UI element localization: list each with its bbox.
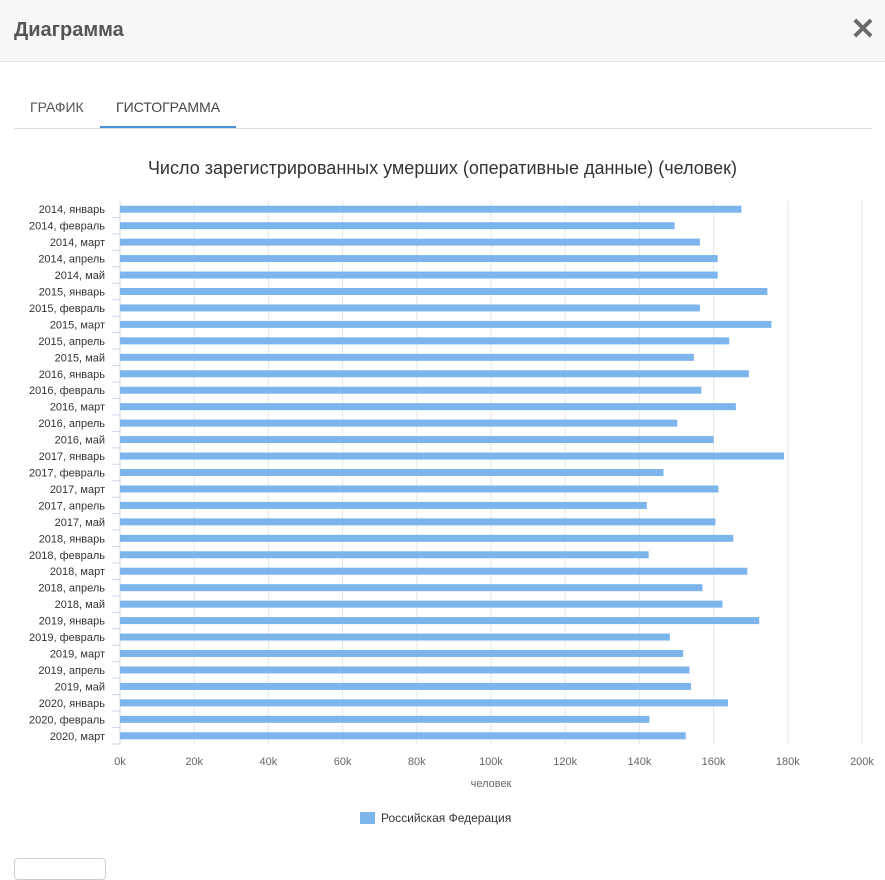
category-label: 2016, февраль	[29, 385, 105, 397]
category-label: 2015, май	[55, 352, 105, 364]
bar[interactable]	[120, 699, 729, 707]
x-tick-label: 120k	[553, 756, 577, 768]
bar[interactable]	[120, 419, 678, 427]
tab-histogram[interactable]: ГИСТОГРАММА	[100, 88, 237, 128]
category-label: 2019, апрель	[38, 665, 105, 677]
x-tick-label: 40k	[260, 756, 278, 768]
legend-label: Российская Федерация	[381, 811, 512, 825]
bar[interactable]	[120, 682, 691, 690]
category-label: 2017, февраль	[29, 468, 105, 480]
dialog-header: Диаграмма ✕	[0, 0, 885, 62]
category-label: 2018, май	[55, 599, 105, 611]
bar[interactable]	[120, 238, 700, 246]
bar-chart: 2014, январь 2014, февраль 2014, март 2014,…	[29, 201, 874, 790]
bar[interactable]	[120, 551, 649, 559]
category-label: 2014, январь	[39, 204, 106, 216]
close-icon[interactable]: ✕	[850, 13, 876, 46]
category-label: 2019, март	[50, 649, 105, 661]
bar[interactable]	[120, 288, 768, 295]
x-axis-title: человек	[471, 778, 512, 790]
bar[interactable]	[120, 617, 760, 625]
bar[interactable]	[120, 337, 730, 345]
bar[interactable]	[120, 255, 718, 263]
bar[interactable]	[120, 403, 736, 411]
bar[interactable]	[120, 370, 749, 378]
bar[interactable]	[120, 452, 785, 460]
x-tick-label: 100k	[479, 756, 503, 768]
bar[interactable]	[120, 386, 702, 394]
bar[interactable]	[120, 600, 723, 608]
bar[interactable]	[120, 222, 675, 230]
x-tick-label: 200k	[850, 756, 874, 768]
category-label: 2014, март	[50, 237, 105, 249]
category-label: 2015, февраль	[29, 303, 105, 315]
category-label: 2017, май	[55, 517, 105, 529]
category-label: 2020, январь	[39, 698, 106, 710]
bar[interactable]	[120, 584, 703, 592]
bar[interactable]	[120, 304, 700, 312]
bar[interactable]	[120, 353, 694, 361]
bar[interactable]	[120, 469, 664, 476]
bar[interactable]	[120, 320, 772, 328]
category-label: 2019, февраль	[29, 632, 105, 644]
category-label: 2017, январь	[39, 451, 106, 463]
bar[interactable]	[120, 567, 748, 575]
category-label: 2019, май	[55, 681, 105, 693]
tab-bar: ГРАФИК ГИСТОГРАММА	[14, 88, 872, 129]
dialog-title: Диаграмма	[14, 19, 124, 41]
category-label: 2020, март	[50, 731, 105, 743]
x-tick-label: 180k	[776, 756, 800, 768]
category-label: 2014, апрель	[38, 254, 105, 266]
bar[interactable]	[120, 633, 670, 641]
category-label: 2017, апрель	[38, 500, 105, 512]
bar[interactable]	[120, 518, 716, 526]
bar[interactable]	[120, 485, 719, 493]
chart-title: Число зарегистрированных умерших (операт…	[147, 158, 738, 178]
bar[interactable]	[120, 650, 684, 657]
category-label: 2018, февраль	[29, 550, 105, 562]
category-label: 2016, апрель	[38, 418, 105, 430]
category-label: 2015, январь	[39, 287, 106, 299]
category-label: 2016, март	[50, 402, 105, 414]
x-tick-label: 60k	[334, 756, 352, 768]
bar[interactable]	[120, 501, 647, 509]
bar[interactable]	[120, 666, 690, 674]
tab-graph[interactable]: ГРАФИК	[30, 99, 84, 115]
x-tick-label: 160k	[702, 756, 726, 768]
category-label: 2018, январь	[39, 533, 106, 545]
category-label: 2014, февраль	[29, 221, 105, 233]
bar[interactable]	[120, 715, 650, 723]
category-label: 2017, март	[50, 484, 105, 496]
category-label: 2016, май	[55, 435, 105, 447]
category-label: 2018, март	[50, 566, 105, 578]
bar[interactable]	[120, 436, 714, 444]
bar[interactable]	[120, 534, 734, 542]
category-label: 2015, март	[50, 319, 105, 331]
category-label: 2018, апрель	[38, 583, 105, 595]
category-label: 2019, январь	[39, 616, 106, 628]
footer-button[interactable]	[14, 858, 106, 880]
legend-swatch	[360, 812, 375, 824]
bar[interactable]	[120, 205, 742, 213]
category-label: 2020, февраль	[29, 714, 105, 726]
category-label: 2016, январь	[39, 369, 106, 381]
category-label: 2014, май	[55, 270, 105, 282]
x-tick-label: 20k	[185, 756, 203, 768]
x-tick-label: 80k	[408, 756, 426, 768]
bar[interactable]	[120, 732, 686, 740]
bar[interactable]	[120, 271, 718, 279]
x-tick-label: 140k	[627, 756, 651, 768]
category-label: 2015, апрель	[38, 336, 105, 348]
x-tick-label: 0k	[114, 756, 126, 768]
